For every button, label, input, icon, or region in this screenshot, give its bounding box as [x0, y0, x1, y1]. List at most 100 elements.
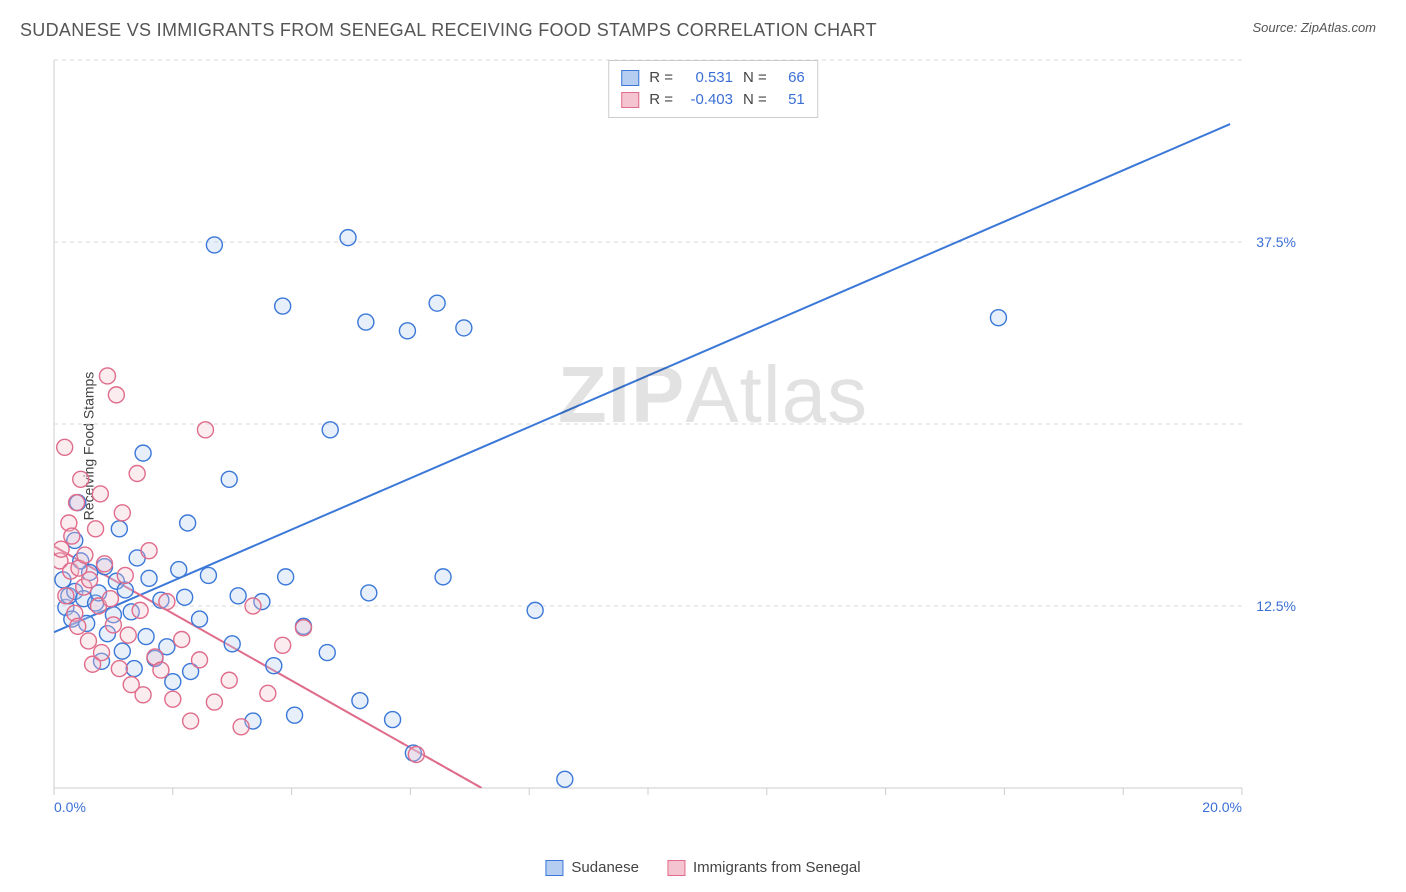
data-point	[278, 569, 294, 585]
data-point	[230, 588, 246, 604]
data-point	[129, 466, 145, 482]
data-point	[57, 439, 73, 455]
data-point	[141, 570, 157, 586]
header: SUDANESE VS IMMIGRANTS FROM SENEGAL RECE…	[0, 0, 1406, 51]
data-point	[352, 693, 368, 709]
scatter-chart: 12.5% 37.5% 0.0% 20.0%	[50, 56, 1310, 816]
legend-swatch	[667, 860, 685, 876]
data-point	[108, 387, 124, 403]
stats-row: R = -0.403 N = 51	[621, 89, 805, 111]
data-point	[111, 521, 127, 537]
data-point	[177, 589, 193, 605]
data-point	[165, 674, 181, 690]
svg-text:12.5%: 12.5%	[1256, 598, 1296, 614]
legend-item: Sudanese	[545, 859, 639, 876]
data-point	[295, 620, 311, 636]
data-point	[275, 637, 291, 653]
data-point	[64, 528, 80, 544]
data-point	[557, 771, 573, 787]
legend: Sudanese Immigrants from Senegal	[545, 859, 860, 876]
data-point	[224, 636, 240, 652]
legend-swatch	[545, 860, 563, 876]
data-point	[82, 572, 98, 588]
data-point	[183, 713, 199, 729]
data-point	[117, 567, 133, 583]
data-point	[141, 543, 157, 559]
data-point	[102, 591, 118, 607]
data-point	[192, 611, 208, 627]
data-point	[221, 672, 237, 688]
data-point	[221, 471, 237, 487]
data-point	[319, 645, 335, 661]
data-point	[435, 569, 451, 585]
data-point	[456, 320, 472, 336]
r-value: -0.403	[683, 89, 733, 111]
data-point	[70, 618, 86, 634]
data-point	[88, 521, 104, 537]
svg-text:0.0%: 0.0%	[54, 799, 86, 815]
data-point	[990, 310, 1006, 326]
data-point	[245, 598, 261, 614]
data-point	[114, 643, 130, 659]
data-point	[165, 691, 181, 707]
legend-item: Immigrants from Senegal	[667, 859, 861, 876]
source-label: Source: ZipAtlas.com	[1252, 20, 1376, 35]
data-point	[135, 445, 151, 461]
data-point	[58, 588, 74, 604]
data-point	[200, 567, 216, 583]
svg-text:37.5%: 37.5%	[1256, 234, 1296, 250]
data-point	[80, 633, 96, 649]
data-point	[385, 712, 401, 728]
data-point	[77, 547, 93, 563]
data-point	[73, 471, 89, 487]
data-point	[114, 505, 130, 521]
data-point	[117, 582, 133, 598]
chart-title: SUDANESE VS IMMIGRANTS FROM SENEGAL RECE…	[20, 20, 877, 41]
stats-row: R = 0.531 N = 66	[621, 67, 805, 89]
data-point	[180, 515, 196, 531]
data-point	[138, 629, 154, 645]
svg-text:20.0%: 20.0%	[1202, 799, 1242, 815]
data-point	[361, 585, 377, 601]
data-point	[132, 602, 148, 618]
data-point	[429, 295, 445, 311]
data-point	[408, 747, 424, 763]
n-value: 66	[777, 67, 805, 89]
data-point	[111, 661, 127, 677]
data-point	[287, 707, 303, 723]
n-value: 51	[777, 89, 805, 111]
data-point	[399, 323, 415, 339]
data-point	[527, 602, 543, 618]
data-point	[153, 662, 169, 678]
correlation-stats-box: R = 0.531 N = 66 R = -0.403 N = 51	[608, 60, 818, 118]
series-swatch	[621, 92, 639, 108]
legend-label: Sudanese	[571, 859, 639, 876]
data-point	[120, 627, 136, 643]
r-label: R =	[649, 67, 673, 89]
n-label: N =	[743, 89, 767, 111]
r-label: R =	[649, 89, 673, 111]
data-point	[260, 685, 276, 701]
data-point	[174, 631, 190, 647]
data-point	[92, 486, 108, 502]
data-point	[322, 422, 338, 438]
data-point	[94, 645, 110, 661]
data-point	[233, 719, 249, 735]
data-point	[206, 237, 222, 253]
r-value: 0.531	[683, 67, 733, 89]
data-point	[53, 541, 69, 557]
data-point	[275, 298, 291, 314]
data-point	[266, 658, 282, 674]
series-swatch	[621, 70, 639, 86]
data-point	[69, 495, 85, 511]
n-label: N =	[743, 67, 767, 89]
data-point	[135, 687, 151, 703]
data-point	[96, 556, 112, 572]
data-point	[171, 562, 187, 578]
data-point	[197, 422, 213, 438]
data-point	[159, 594, 175, 610]
data-point	[340, 230, 356, 246]
data-point	[126, 661, 142, 677]
legend-label: Immigrants from Senegal	[693, 859, 861, 876]
data-point	[105, 617, 121, 633]
